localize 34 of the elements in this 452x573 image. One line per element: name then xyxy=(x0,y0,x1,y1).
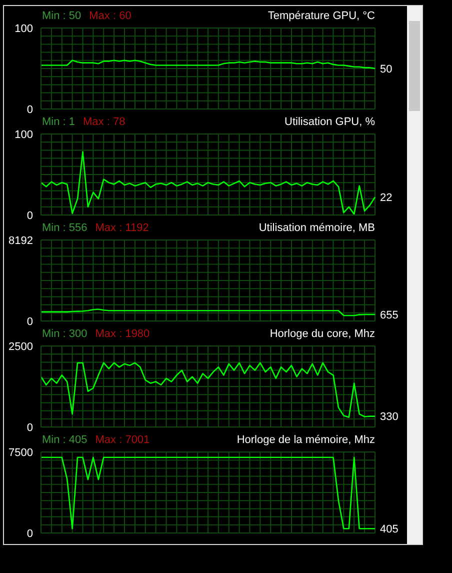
chart-title: Température GPU, °C xyxy=(268,10,375,22)
text: Min : 556 xyxy=(42,222,88,234)
y-tick-label: 100 xyxy=(14,128,33,141)
line-series xyxy=(40,60,376,70)
line-series xyxy=(40,362,376,418)
y-tick-label: 100 xyxy=(14,22,33,35)
text: Max : 1980 xyxy=(95,328,150,340)
text: Max : 7001 xyxy=(95,434,150,446)
chart-title: Horloge de la mémoire, Mhz xyxy=(236,434,375,446)
text: Max : 1192 xyxy=(95,222,149,234)
text: Min : 1 xyxy=(42,116,76,128)
y-tick-label: 0 xyxy=(26,210,33,222)
y-tick-label: 7500 xyxy=(8,446,33,459)
y-tick-label: 2500 xyxy=(8,340,33,353)
y-tick-label: 0 xyxy=(26,316,33,328)
text: Min : 405 xyxy=(42,434,88,446)
chart-title: Utilisation mémoire, MB xyxy=(258,222,375,234)
text: 22 xyxy=(380,192,392,204)
text: 50 xyxy=(380,63,392,76)
line-series xyxy=(40,456,376,530)
y-tick-label: 0 xyxy=(26,528,33,540)
text: 330 xyxy=(380,411,398,424)
y-tick-label: 0 xyxy=(26,104,33,116)
line-series xyxy=(40,308,376,316)
y-tick-label: 8192 xyxy=(8,234,33,247)
chart-title: Utilisation GPU, % xyxy=(284,116,375,128)
text: 405 xyxy=(380,524,398,536)
chart-title: Horloge du core, Mhz xyxy=(270,328,375,340)
text: Max : 78 xyxy=(83,116,126,128)
text: 655 xyxy=(380,309,398,322)
y-tick-label: 0 xyxy=(26,422,33,434)
text: Max : 60 xyxy=(89,10,132,22)
text: Min : 300 xyxy=(42,328,88,340)
text: Min : 50 xyxy=(42,10,82,22)
